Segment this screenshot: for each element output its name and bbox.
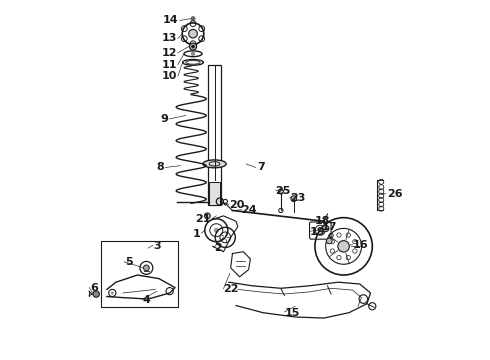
Circle shape [338,240,349,252]
Circle shape [191,45,195,48]
Text: 13: 13 [162,33,177,43]
Text: 25: 25 [275,186,291,196]
Circle shape [291,196,296,202]
Text: 2: 2 [215,243,222,253]
Circle shape [189,30,197,38]
Text: 12: 12 [161,48,177,58]
Bar [208,65,221,205]
Circle shape [191,16,196,21]
Circle shape [190,43,196,50]
Text: 1: 1 [193,229,200,239]
Circle shape [278,189,283,194]
Circle shape [204,213,210,219]
Text: 6: 6 [90,283,98,293]
Text: 24: 24 [242,206,257,216]
Bar [101,241,178,307]
Circle shape [144,265,149,271]
Circle shape [214,228,219,233]
Ellipse shape [203,160,226,168]
Circle shape [93,291,99,297]
Text: 18: 18 [315,216,330,226]
Text: 17: 17 [322,222,338,232]
Circle shape [322,225,329,231]
Text: 7: 7 [258,162,265,172]
Text: 5: 5 [125,257,132,267]
Text: 9: 9 [160,114,168,124]
Text: 22: 22 [223,284,239,294]
Text: 20: 20 [229,200,244,210]
Text: 3: 3 [153,241,161,251]
Circle shape [326,238,332,244]
Text: 19: 19 [310,227,325,237]
Circle shape [111,292,114,294]
Text: 26: 26 [387,189,402,199]
Text: 15: 15 [285,308,300,318]
Text: 16: 16 [353,240,368,250]
Text: 8: 8 [157,162,164,172]
Circle shape [191,51,195,56]
Text: 10: 10 [162,71,177,81]
Text: 14: 14 [163,15,179,26]
Text: 4: 4 [143,295,150,305]
Text: 21: 21 [196,215,211,224]
Text: 11: 11 [161,59,177,69]
Bar [209,182,221,205]
Text: 23: 23 [290,193,305,203]
